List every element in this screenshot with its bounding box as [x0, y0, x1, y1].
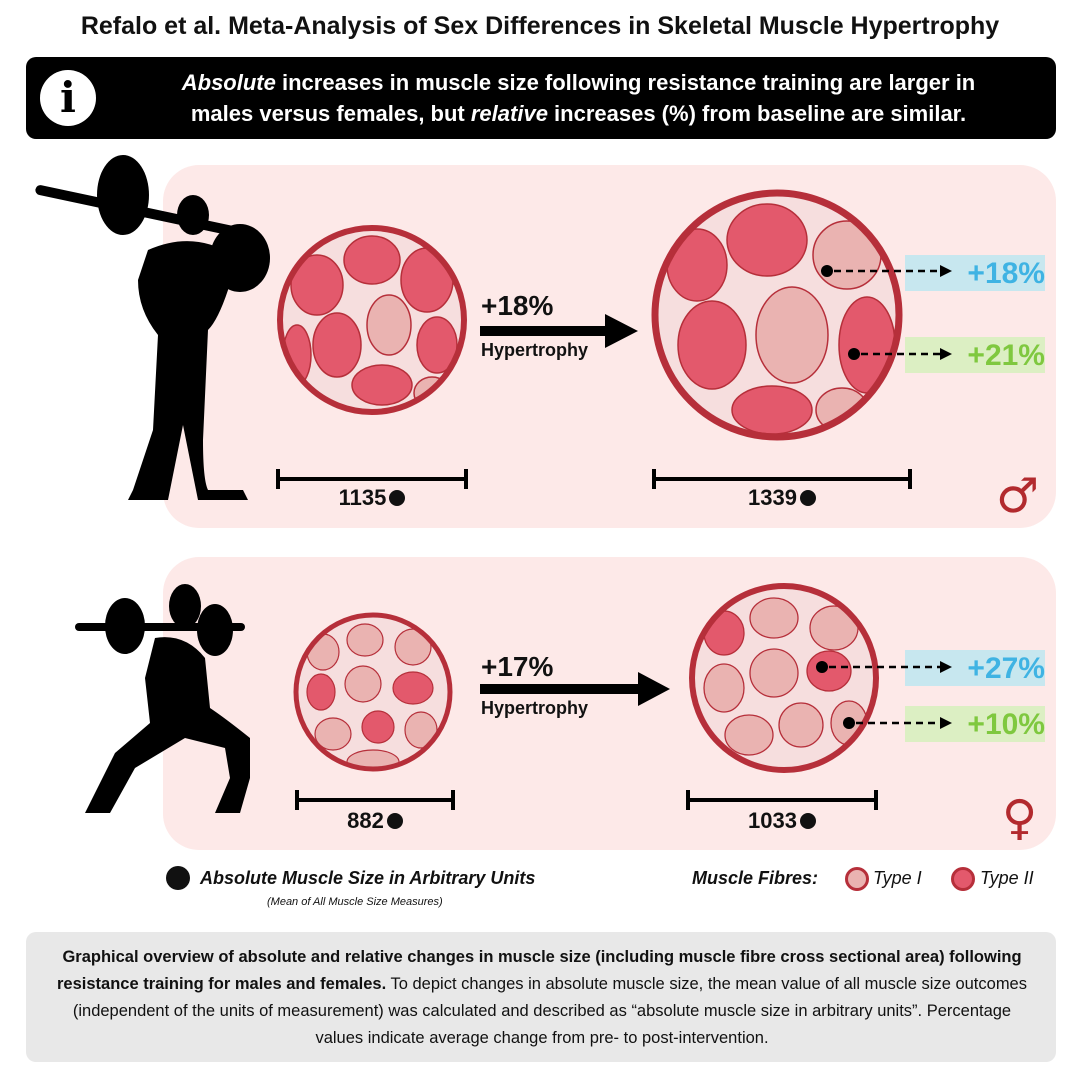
info-word-absolute: Absolute	[181, 70, 276, 95]
info-icon: i	[40, 70, 96, 126]
female-pre-scale-bar	[295, 790, 455, 810]
male-post-size-value: 1339	[652, 485, 912, 511]
bicep-icon	[386, 813, 403, 829]
type2-swatch-icon	[951, 867, 975, 891]
legend-absolute-size: Absolute Muscle Size in Arbitrary Units	[200, 868, 536, 888]
male-post-scale-bar	[652, 469, 912, 489]
type1-swatch-icon	[845, 867, 869, 891]
page-title: Refalo et al. Meta-Analysis of Sex Diffe…	[80, 12, 1000, 40]
info-part1: increases in muscle size following resis…	[275, 70, 976, 95]
male-pre-size-value: 1135	[276, 485, 468, 511]
caption-box: Graphical overview of absolute and relat…	[26, 932, 1056, 1062]
info-part2: males versus females, but	[190, 101, 471, 126]
female-type2-change: +10%	[967, 708, 1045, 741]
male-symbol-icon: ♂	[996, 468, 1040, 524]
female-post-muscle-crosssection	[689, 583, 879, 773]
female-post-size-value: 1033	[686, 808, 878, 834]
info-banner: i Absolute increases in muscle size foll…	[26, 57, 1056, 139]
male-pre-muscle-crosssection	[277, 225, 467, 415]
female-pre-size-value: 882	[295, 808, 455, 834]
female-fibre-pointers	[816, 661, 952, 729]
legend-absolute-size-note: (Mean of All Muscle Size Measures)	[267, 896, 443, 908]
female-lifter-silhouette	[75, 584, 250, 813]
female-hypertrophy-label: Hypertrophy	[481, 698, 589, 718]
male-baseline-size: 1135	[338, 485, 387, 510]
bicep-icon	[166, 866, 190, 890]
legend-fibres-label: Muscle Fibres:	[692, 868, 819, 888]
info-part3: increases (%) from baseline are similar.	[547, 101, 967, 126]
caption-rest: To depict changes in absolute muscle siz…	[72, 975, 1027, 1047]
male-hypertrophy-label: Hypertrophy	[481, 340, 589, 360]
male-fibre-pointers	[821, 265, 952, 360]
male-arrow-icon	[480, 314, 638, 348]
female-symbol-icon: ♀	[1002, 790, 1038, 846]
female-pre-muscle-crosssection	[293, 612, 453, 772]
male-post-size: 1339	[748, 485, 797, 510]
caption-text: Graphical overview of absolute and relat…	[52, 944, 1032, 1052]
male-type1-band: +18%	[905, 255, 1045, 291]
male-type1-change: +18%	[967, 257, 1045, 290]
bicep-icon	[799, 490, 816, 506]
male-type2-band: +21%	[905, 337, 1045, 373]
male-pre-scale-bar	[276, 469, 468, 489]
bicep-icon	[799, 813, 816, 829]
male-post-muscle-crosssection	[651, 189, 903, 441]
male-type2-change: +21%	[967, 339, 1045, 372]
bicep-icon	[389, 490, 406, 506]
legend-type2: Type II	[980, 868, 1034, 888]
female-post-size: 1033	[748, 808, 797, 833]
female-post-scale-bar	[686, 790, 878, 810]
male-hypertrophy-percent: +18%	[481, 290, 554, 321]
female-baseline-size: 882	[347, 808, 384, 833]
legend-type1: Type I	[873, 868, 922, 888]
male-lifter-silhouette	[35, 155, 270, 500]
info-text: Absolute increases in muscle size follow…	[116, 67, 1041, 129]
info-word-relative: relative	[470, 101, 548, 126]
female-arrow-icon	[480, 672, 670, 706]
caption-bold: Graphical overview of absolute and relat…	[56, 948, 1022, 993]
female-type1-change: +27%	[967, 652, 1045, 685]
female-hypertrophy-percent: +17%	[481, 651, 554, 682]
